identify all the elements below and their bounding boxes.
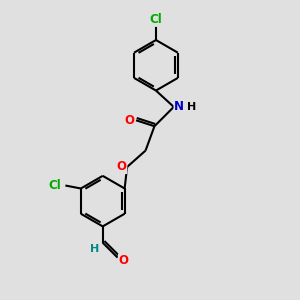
Text: O: O	[117, 160, 127, 173]
Text: H: H	[187, 102, 196, 112]
Text: Cl: Cl	[48, 179, 61, 192]
Text: N: N	[174, 100, 184, 113]
Text: O: O	[118, 254, 128, 267]
Text: O: O	[124, 114, 134, 127]
Text: Cl: Cl	[150, 13, 162, 26]
Text: H: H	[90, 244, 99, 254]
